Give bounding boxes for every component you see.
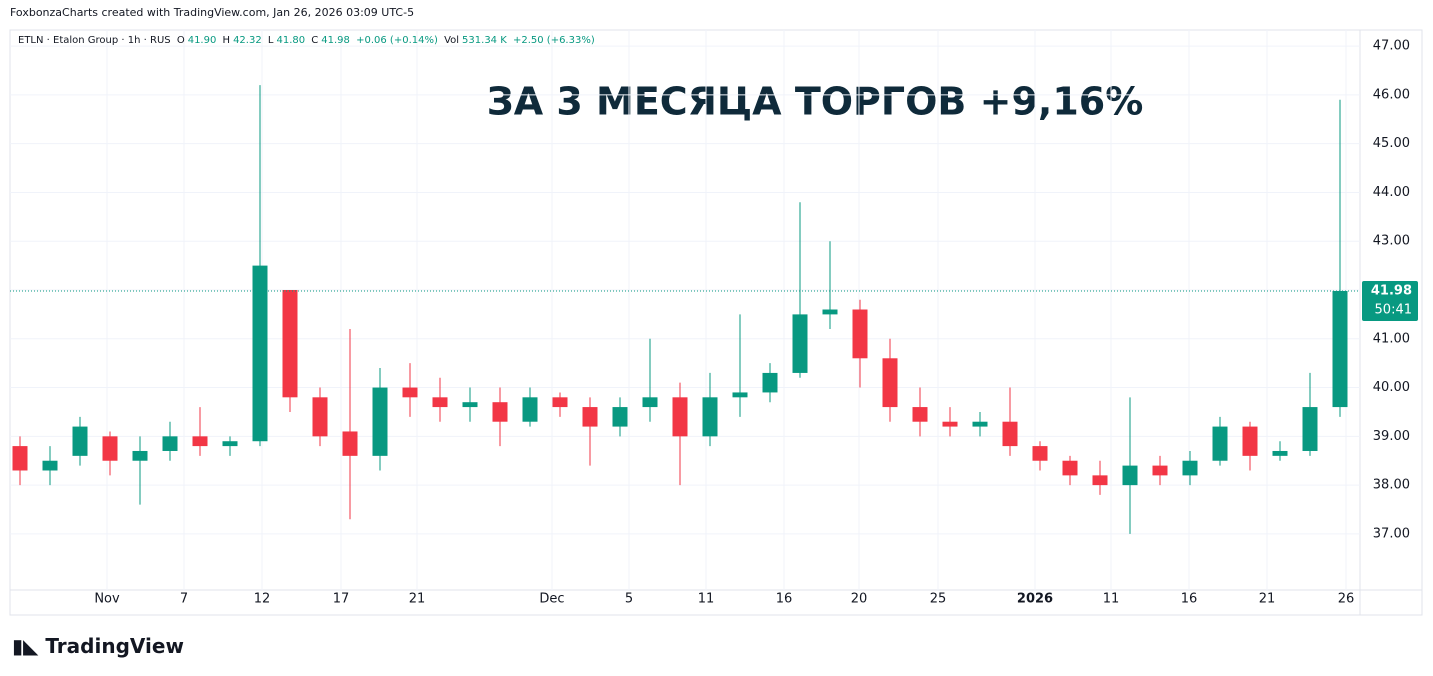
candle-body <box>1302 407 1318 451</box>
x-tick-label: 11 <box>1103 592 1120 607</box>
c: 41.98 <box>321 35 350 46</box>
x-tick-label: 20 <box>851 592 868 607</box>
candle-body <box>792 314 808 373</box>
change: +0.06 (+0.14%) <box>356 35 438 46</box>
symbol: ETLN · Etalon Group · 1h · RUS <box>18 35 171 46</box>
logo: ▮◣ TradingView <box>12 634 184 658</box>
c-label: C <box>311 35 319 46</box>
candle-body <box>342 431 358 456</box>
x-tick-label: 12 <box>254 592 271 607</box>
header: FoxbonzaCharts created with TradingView.… <box>10 6 415 19</box>
countdown: 50:41 <box>1375 302 1412 317</box>
candle-body <box>972 421 988 427</box>
candle-body <box>132 450 148 461</box>
h: 42.32 <box>233 35 262 46</box>
candle-body <box>1332 290 1348 408</box>
candle-body <box>732 392 748 398</box>
candle-body <box>1062 460 1078 476</box>
candle-body <box>672 397 688 437</box>
candle-body <box>222 441 238 447</box>
x-tick-label: 7 <box>180 592 188 607</box>
candle-body <box>552 397 568 408</box>
vol: 531.34 K <box>462 35 507 46</box>
candle-body <box>762 372 778 393</box>
x-tick-label: Nov <box>94 592 120 607</box>
candle-body <box>12 446 28 471</box>
candle-body <box>1242 426 1258 456</box>
candle-body <box>942 421 958 427</box>
candle-body <box>1032 446 1048 461</box>
last-price-label: 41.98 <box>1371 283 1412 298</box>
candle-body <box>102 436 118 461</box>
l-label: L <box>267 35 274 46</box>
candle-body <box>612 407 628 427</box>
y-tick-label: 44.00 <box>1373 185 1410 200</box>
y-tick-label: 41.00 <box>1373 331 1410 346</box>
y-tick-label: 37.00 <box>1373 526 1410 541</box>
x-tick-label: 21 <box>1259 592 1276 607</box>
candle-body <box>522 397 538 422</box>
x-tick-label: 25 <box>930 592 947 607</box>
h-label: H <box>222 35 231 46</box>
y-tick-label: 43.00 <box>1373 234 1410 249</box>
y-tick-label: 46.00 <box>1373 87 1410 102</box>
candle-body <box>462 402 478 408</box>
annotation: ЗА 3 МЕСЯЦА ТОРГОВ +9,16% <box>487 80 1144 124</box>
candle-body <box>402 387 418 398</box>
candle-body <box>1002 421 1018 447</box>
y-tick-label: 38.00 <box>1373 478 1410 493</box>
candle-body <box>1212 426 1228 461</box>
x-tick-label: 16 <box>776 592 793 607</box>
candle-body <box>282 290 298 398</box>
candle-body <box>1182 460 1198 476</box>
last-price-box <box>1362 280 1418 321</box>
candle-body <box>702 397 718 437</box>
x-tick-label: 5 <box>625 592 633 607</box>
candle-body <box>1152 465 1168 476</box>
logo-text: TradingView <box>45 634 184 658</box>
candle-body <box>432 397 448 408</box>
x-tick-label: 26 <box>1338 592 1355 607</box>
candle-body <box>822 309 838 315</box>
x-tick-label: Dec <box>539 592 564 607</box>
candle-body <box>372 387 388 456</box>
x-tick-label: 11 <box>698 592 715 607</box>
x-tick-label: 16 <box>1181 592 1198 607</box>
candle-body <box>162 436 178 451</box>
y-tick-label: 40.00 <box>1373 380 1410 395</box>
o: 41.90 <box>187 35 217 46</box>
y-tick-label: 39.00 <box>1373 429 1410 444</box>
candle-body <box>192 436 208 447</box>
l: 41.80 <box>276 35 306 46</box>
candle-body <box>852 309 868 359</box>
y-tick-label: 45.00 <box>1373 136 1410 151</box>
candle-body <box>882 358 898 408</box>
candle-body <box>1092 475 1108 486</box>
candle-body <box>582 407 598 427</box>
x-tick-label: 2026 <box>1017 592 1053 607</box>
candle-body <box>1272 450 1288 456</box>
candle-body <box>72 426 88 456</box>
candle-body <box>642 397 658 408</box>
x-tick-label: 21 <box>409 592 426 607</box>
candle-body <box>492 402 508 422</box>
vol-change: +2.50 (+6.33%) <box>512 35 595 46</box>
candle-body <box>912 407 928 422</box>
candle-body <box>312 397 328 437</box>
x-tick-label: 17 <box>333 592 350 607</box>
candle-body <box>1122 465 1138 486</box>
o-label: O <box>176 35 185 46</box>
vol-label: Vol <box>444 35 460 46</box>
candle-body <box>252 265 268 442</box>
candle-body <box>42 460 58 471</box>
y-tick-label: 47.00 <box>1373 39 1410 54</box>
frame <box>9 29 1423 616</box>
